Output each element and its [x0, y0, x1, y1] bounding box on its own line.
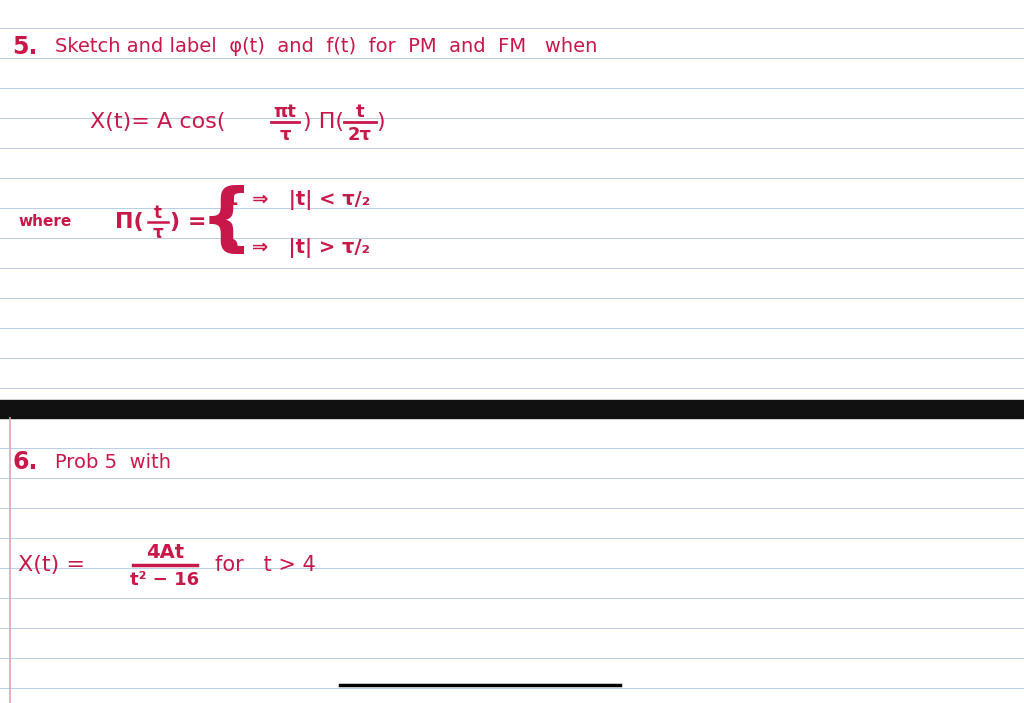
Text: 6.: 6.: [12, 450, 37, 474]
Text: t: t: [154, 204, 162, 222]
Text: 5.: 5.: [12, 35, 37, 59]
Text: 1  ⇒   |t| < τ/₂: 1 ⇒ |t| < τ/₂: [225, 190, 371, 210]
Text: 0  ⇒   |t| > τ/₂: 0 ⇒ |t| > τ/₂: [225, 238, 370, 258]
Text: Prob 5  with: Prob 5 with: [55, 453, 171, 472]
Text: {: {: [200, 186, 253, 259]
Text: where: where: [18, 214, 72, 229]
Text: 4At: 4At: [146, 543, 184, 562]
Text: t² − 16: t² − 16: [130, 571, 200, 589]
Text: t: t: [355, 103, 365, 121]
Text: πt: πt: [273, 103, 296, 121]
Text: τ: τ: [153, 224, 164, 242]
Text: Χ(t) =: Χ(t) =: [18, 555, 85, 575]
Text: Χ(t)= A cos(: Χ(t)= A cos(: [90, 112, 225, 132]
Text: τ: τ: [280, 126, 291, 144]
Text: ): ): [376, 112, 385, 132]
Text: ) =: ) =: [170, 212, 207, 232]
Text: for   t > 4: for t > 4: [215, 555, 315, 575]
Text: ) Π(: ) Π(: [303, 112, 344, 132]
Text: Sketch and label  φ(t)  and  f(t)  for  PM  and  FM   when: Sketch and label φ(t) and f(t) for PM an…: [55, 37, 597, 56]
Text: 2τ: 2τ: [348, 126, 372, 144]
Text: Π(: Π(: [115, 212, 143, 232]
